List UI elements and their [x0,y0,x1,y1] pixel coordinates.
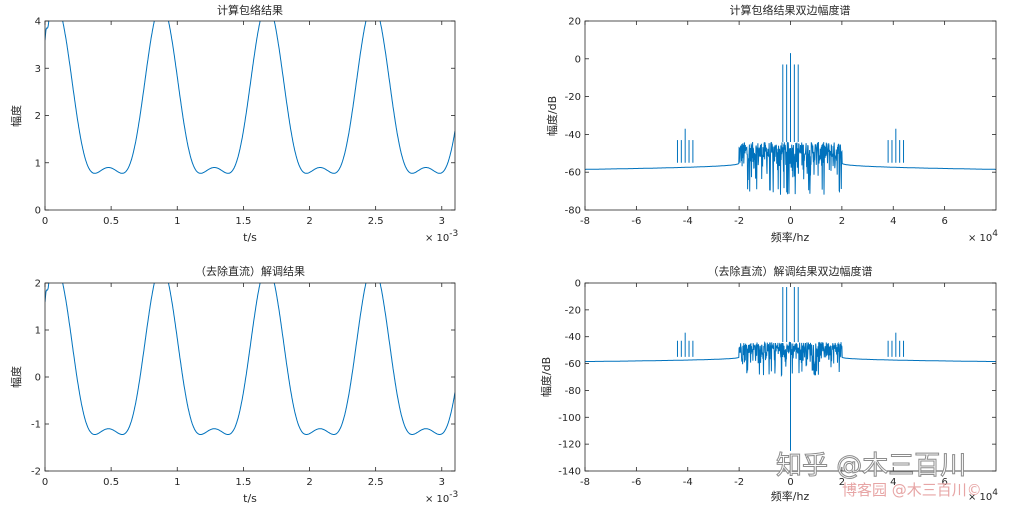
y-tick-label: 0 [35,373,41,384]
x-tick-label: 0 [42,477,48,488]
series-line [45,283,455,435]
x-tick-label: -4 [683,477,693,488]
x-tick-label: 0.5 [103,477,119,488]
envelope-time-title: 计算包络结果 [217,3,283,17]
cnblogs-watermark: 博客园 @木三百川© [842,481,982,499]
y-tick-label: 2 [35,279,41,290]
y-tick-label: 20 [568,17,581,28]
x-tick-label: 2 [839,216,845,227]
axes-box [44,282,456,472]
y-tick-label: -40 [565,130,581,141]
envelope-spectrum-title: 计算包络结果双边幅度谱 [730,3,851,17]
axes-box [44,20,456,211]
demod-spectrum-plot: （去除直流）解调结果双边幅度谱 频率/hz 幅度/dB × 104 -8 -6 -4… [539,264,998,503]
y-tick-label: -1 [31,420,41,431]
demod-time-x-multiplier: × 10-3 [425,490,458,505]
y-tick-label: -80 [565,206,581,217]
y-tick-label: -2 [31,467,41,478]
envelope-time-plot: 计算包络结果 t/s 幅度 × 10-3 0 0.5 1 1.5 2 2.5 3 0 1 2 3 4 [9,3,458,244]
series-line [585,141,996,195]
y-tick-label: 3 [35,64,41,75]
envelope-time-xlabel: t/s [243,231,257,244]
y-tick-label: -40 [565,332,581,343]
x-tick-label: -2 [734,216,744,227]
demod-time-ylabel: 幅度 [9,366,23,388]
demod-spectrum-ylabel: 幅度/dB [539,357,553,397]
envelope-spectrum-x-multiplier: × 104 [968,229,998,244]
x-tick-label: 6 [941,216,947,227]
y-tick-label: -20 [565,305,581,316]
demod-spectrum-x-multiplier: × 104 [968,488,998,503]
x-tick-label: 2 [306,477,312,488]
demod-time-xlabel: t/s [243,492,257,505]
y-tick-label: 2 [35,111,41,122]
demod-time-plot: （去除直流）解调结果 t/s 幅度 × 10-3 0 0.5 1 1.5 2 2.5 3 -2… [9,264,458,505]
x-tick-label: -8 [580,477,590,488]
x-tick-label: 4 [890,477,896,488]
x-tick-label: -6 [631,216,641,227]
x-tick-label: 1 [174,477,180,488]
y-tick-label: 0 [575,279,581,290]
y-tick-label: 4 [35,17,41,28]
y-tick-label: -20 [565,92,581,103]
demod-spectrum-xlabel: 频率/hz [771,489,810,503]
x-tick-label: -8 [580,216,590,227]
x-tick-label: 4 [890,216,896,227]
demod-spectrum-title: （去除直流）解调结果双边幅度谱 [708,264,873,278]
envelope-spectrum-plot: 计算包络结果双边幅度谱 频率/hz 幅度/dB × 104 -8 -6 -4 -2 0 2… [545,3,998,244]
x-tick-label: 0 [42,216,48,227]
x-tick-label: 6 [941,477,947,488]
y-tick-label: -80 [565,386,581,397]
y-tick-label: -100 [558,413,581,424]
envelope-spectrum-xlabel: 频率/hz [771,230,810,244]
x-tick-label: 1.5 [235,216,251,227]
y-tick-label: -120 [558,440,581,451]
x-tick-label: 0 [787,477,793,488]
series-line [45,21,455,174]
x-tick-label: 2 [839,477,845,488]
x-tick-label: 2 [306,216,312,227]
envelope-time-x-multiplier: × 10-3 [425,229,458,244]
y-tick-label: -60 [565,359,581,370]
x-tick-label: -4 [683,216,693,227]
x-tick-label: -2 [734,477,744,488]
y-tick-label: 1 [35,326,41,337]
y-tick-label: -60 [565,168,581,179]
x-tick-label: 1.5 [235,477,251,488]
y-tick-label: -140 [558,467,581,478]
x-tick-label: 1 [174,216,180,227]
demod-time-title: （去除直流）解调结果 [195,264,305,278]
y-tick-label: 0 [575,54,581,65]
x-tick-label: 2.5 [368,477,384,488]
y-tick-label: 0 [35,206,41,217]
envelope-spectrum-ylabel: 幅度/dB [545,96,559,136]
envelope-time-ylabel: 幅度 [9,105,23,127]
y-tick-label: 1 [35,158,41,169]
zhihu-watermark: 知乎 @木三百川 [776,451,966,481]
x-tick-label: 3 [439,216,445,227]
x-tick-label: 0 [787,216,793,227]
x-tick-label: 0.5 [103,216,119,227]
x-tick-label: -6 [631,477,641,488]
x-tick-label: 2.5 [368,216,384,227]
x-tick-label: 3 [439,477,445,488]
